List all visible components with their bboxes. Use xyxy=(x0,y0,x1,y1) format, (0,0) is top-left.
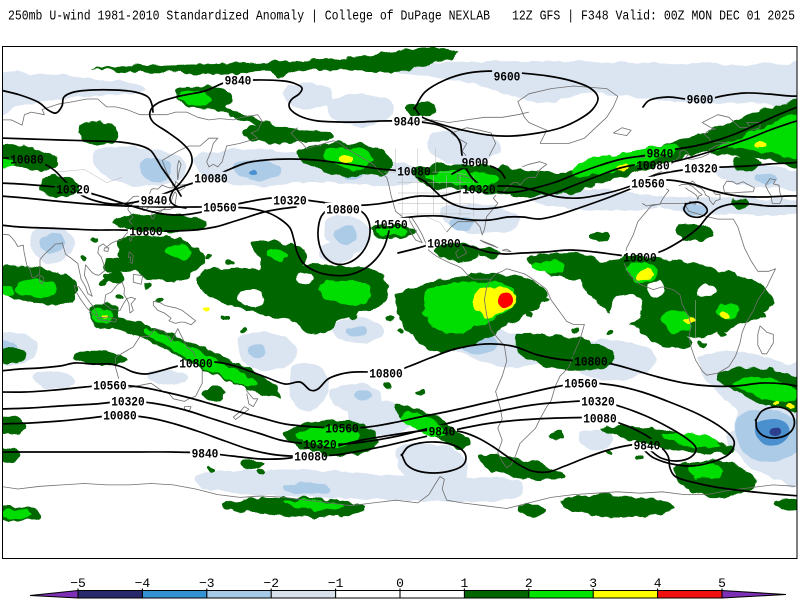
svg-text:10800: 10800 xyxy=(427,237,461,251)
svg-text:10800: 10800 xyxy=(574,355,608,369)
svg-text:10080: 10080 xyxy=(636,159,670,173)
svg-text:3: 3 xyxy=(589,576,597,591)
svg-text:10080: 10080 xyxy=(194,172,228,186)
svg-text:10320: 10320 xyxy=(273,194,307,208)
svg-text:5: 5 xyxy=(718,576,726,591)
svg-text:10560: 10560 xyxy=(631,177,665,191)
svg-text:10800: 10800 xyxy=(369,367,403,381)
svg-text:−5: −5 xyxy=(70,576,86,591)
svg-text:9600: 9600 xyxy=(494,70,521,84)
svg-text:4: 4 xyxy=(654,576,662,591)
svg-text:9840: 9840 xyxy=(429,425,456,439)
svg-text:10080: 10080 xyxy=(10,153,44,167)
svg-text:10560: 10560 xyxy=(564,377,598,391)
svg-text:−2: −2 xyxy=(263,576,279,591)
svg-text:9840: 9840 xyxy=(647,147,674,161)
svg-text:10800: 10800 xyxy=(129,225,163,239)
svg-text:12Z GFS | F348 Valid: 00Z MON: 12Z GFS | F348 Valid: 00Z MON DEC 01 202… xyxy=(512,9,795,25)
svg-text:9840: 9840 xyxy=(141,194,168,208)
svg-text:10080: 10080 xyxy=(103,409,137,423)
svg-text:10800: 10800 xyxy=(326,203,360,217)
svg-text:−3: −3 xyxy=(199,576,215,591)
svg-text:10320: 10320 xyxy=(56,183,89,197)
svg-text:10560: 10560 xyxy=(203,201,237,215)
svg-text:10800: 10800 xyxy=(179,357,213,371)
svg-text:9840: 9840 xyxy=(394,115,421,129)
svg-text:10080: 10080 xyxy=(397,165,431,179)
svg-text:250mb U-wind 1981-2010 Standar: 250mb U-wind 1981-2010 Standardized Anom… xyxy=(8,9,490,25)
svg-text:10560: 10560 xyxy=(93,379,127,393)
svg-text:10320: 10320 xyxy=(684,162,718,176)
svg-text:10320: 10320 xyxy=(462,183,496,197)
svg-text:9840: 9840 xyxy=(634,439,661,453)
svg-text:10800: 10800 xyxy=(623,251,657,265)
svg-text:−1: −1 xyxy=(328,576,344,591)
svg-text:10560: 10560 xyxy=(325,422,359,436)
svg-text:9840: 9840 xyxy=(225,74,252,88)
svg-text:9840: 9840 xyxy=(192,447,219,461)
svg-text:1: 1 xyxy=(460,576,468,591)
svg-text:0: 0 xyxy=(396,576,404,591)
svg-text:10320: 10320 xyxy=(111,395,145,409)
svg-text:10080: 10080 xyxy=(294,450,328,464)
svg-text:10560: 10560 xyxy=(374,218,408,232)
svg-text:10080: 10080 xyxy=(583,412,617,426)
svg-text:−4: −4 xyxy=(135,576,151,591)
svg-text:10320: 10320 xyxy=(303,438,337,452)
svg-text:9600: 9600 xyxy=(462,156,489,170)
svg-text:2: 2 xyxy=(525,576,533,591)
svg-text:9600: 9600 xyxy=(687,93,714,107)
svg-text:10320: 10320 xyxy=(581,395,615,409)
